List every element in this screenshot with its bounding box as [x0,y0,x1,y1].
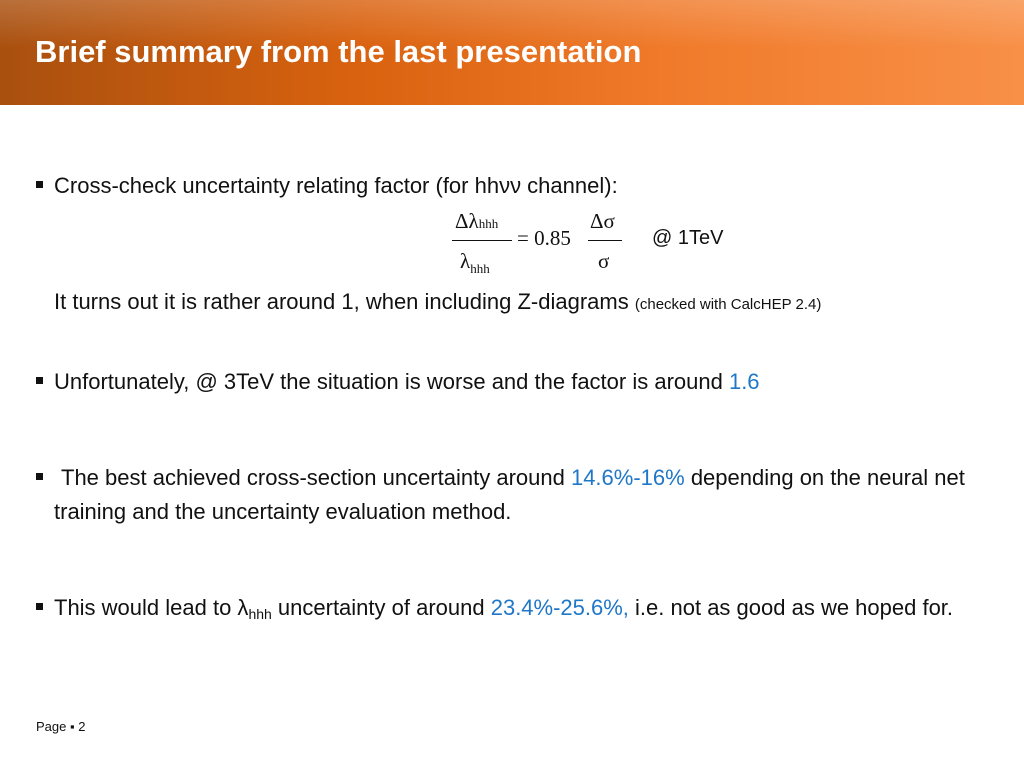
text: λ [460,249,471,273]
title: Brief summary from the last presentation [35,34,642,69]
formula-note: @ 1TeV [652,227,724,249]
text: The best achieved cross-section uncertai… [61,465,571,490]
bullet-marker [36,377,43,384]
subscript: hhh [470,261,490,276]
bullet-marker [36,473,43,480]
bullet-marker [36,603,43,610]
bullet: This would lead to λhhh uncertainty of a… [54,591,969,631]
note: It turns out it is rather around 1, when… [54,285,974,322]
small-text: (checked with CalcHEP 2.4) [634,296,822,313]
bullet: Cross-check uncertainty relating factor … [54,169,974,203]
subscript: hhh [478,216,499,231]
formula-denominator: λhhh [460,249,490,277]
text: i.e. not as good as we hoped for. [628,595,954,620]
header-band [0,0,1024,105]
fraction-line [588,240,622,241]
fraction-line [452,240,512,241]
bullet: The best achieved cross-section uncertai… [54,461,969,529]
text: This would lead to λ [54,595,249,620]
footer: Page ▪ 2 [36,719,86,734]
text: Unfortunately, @ 3TeV the situation is w… [54,369,729,394]
text: Cross-check uncertainty relating factor … [54,173,618,198]
text: Δλ [455,209,479,233]
formula-numerator: Δλhhh [455,209,498,234]
text: It turns out it is rather around 1, when… [54,289,629,314]
formula-numerator: Δσ [590,209,615,233]
bullet: Unfortunately, @ 3TeV the situation is w… [54,365,974,399]
highlight: 1.6 [728,369,760,394]
formula-equals: = 0.85 [517,226,571,250]
formula-denominator: σ [598,249,610,273]
highlight: 23.4%-25.6%, [490,595,629,620]
bullet-marker [36,181,43,188]
text: uncertainty of around [271,595,491,620]
highlight: 14.6%-16% [570,465,685,490]
subscript: hhh [248,606,272,622]
text: depending on the neural net training and… [54,465,965,524]
